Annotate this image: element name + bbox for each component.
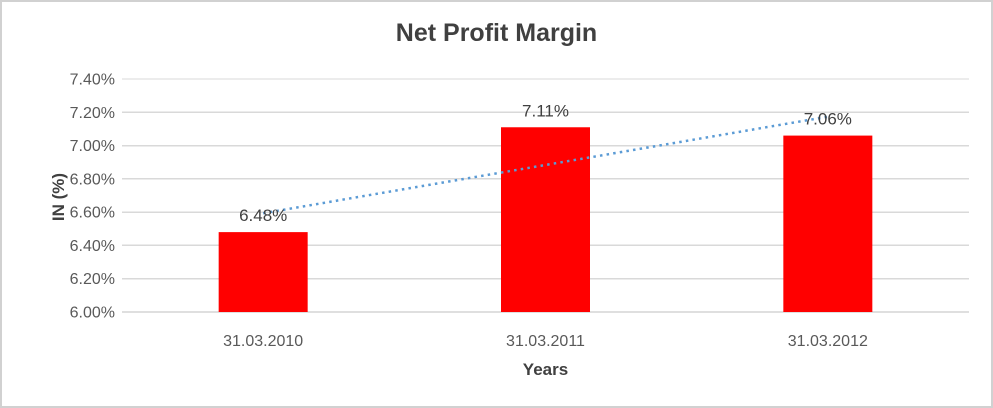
y-tick-label: 6.00% xyxy=(70,305,115,322)
bar xyxy=(218,232,308,312)
y-tick-label: 7.40% xyxy=(70,72,115,89)
y-tick-label: 7.20% xyxy=(70,105,115,122)
x-tick-label: 31.03.2011 xyxy=(506,333,585,350)
bar xyxy=(783,135,873,312)
x-axis-title: Years xyxy=(522,360,569,379)
data-label: 7.06% xyxy=(804,110,852,129)
bar xyxy=(501,127,590,312)
data-label: 7.11% xyxy=(522,101,569,120)
y-tick-label: 6.40% xyxy=(70,238,115,255)
y-tick-label: 6.80% xyxy=(70,171,115,188)
x-tick-label: 31.03.2012 xyxy=(788,333,868,350)
y-tick-label: 7.00% xyxy=(70,138,115,155)
y-tick-label: 6.60% xyxy=(70,205,115,222)
chart-title: Net Profit Margin xyxy=(395,19,598,47)
trendline xyxy=(262,115,829,215)
y-tick-label: 6.20% xyxy=(70,271,115,288)
x-tick-label: 31.03.2010 xyxy=(223,333,303,350)
data-label: 6.48% xyxy=(239,206,287,225)
